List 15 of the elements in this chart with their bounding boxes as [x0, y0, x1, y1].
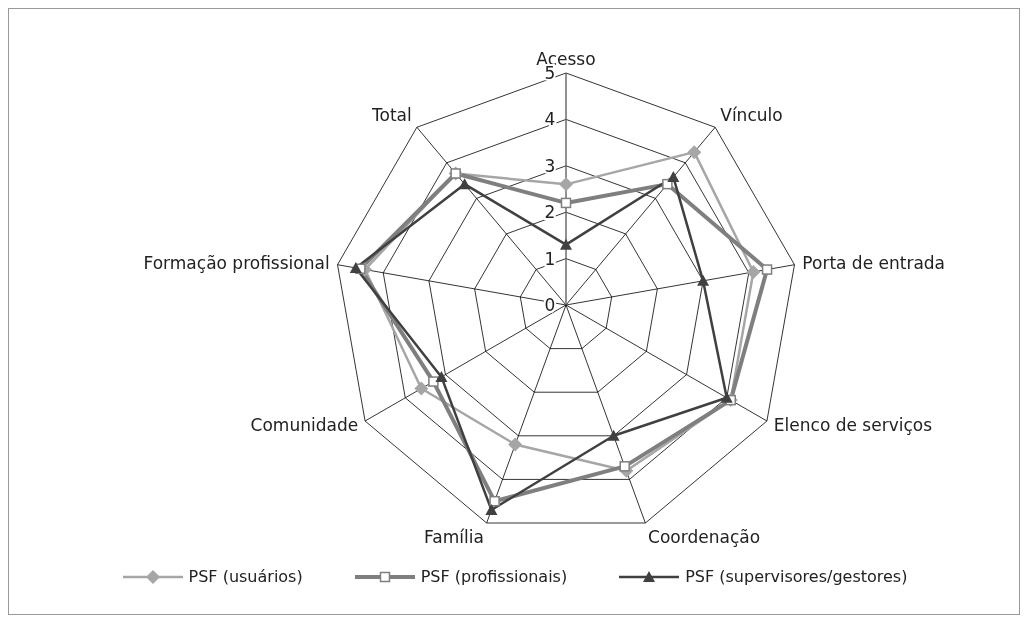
y-tick-label: 3	[544, 155, 556, 176]
spoke-label: Porta de entrada	[802, 253, 946, 274]
spoke-label: Formação profissional	[143, 253, 330, 274]
spoke-label: Elenco de serviços	[773, 415, 933, 436]
spoke-label: Vínculo	[720, 105, 783, 126]
spoke-label: Comunidade	[250, 415, 359, 436]
spoke-label: Família	[424, 526, 484, 547]
legend-label: PSF (profissionais)	[420, 567, 568, 586]
legend-label: PSF (supervisores/gestores)	[685, 567, 908, 586]
spoke-label: Coordenação	[648, 526, 761, 547]
spoke-label: Total	[371, 105, 412, 126]
y-tick-label: 4	[544, 109, 556, 130]
legend-label: PSF (usuários)	[188, 567, 303, 586]
y-tick-label: 2	[544, 202, 556, 223]
y-tick-label: 1	[544, 248, 556, 269]
